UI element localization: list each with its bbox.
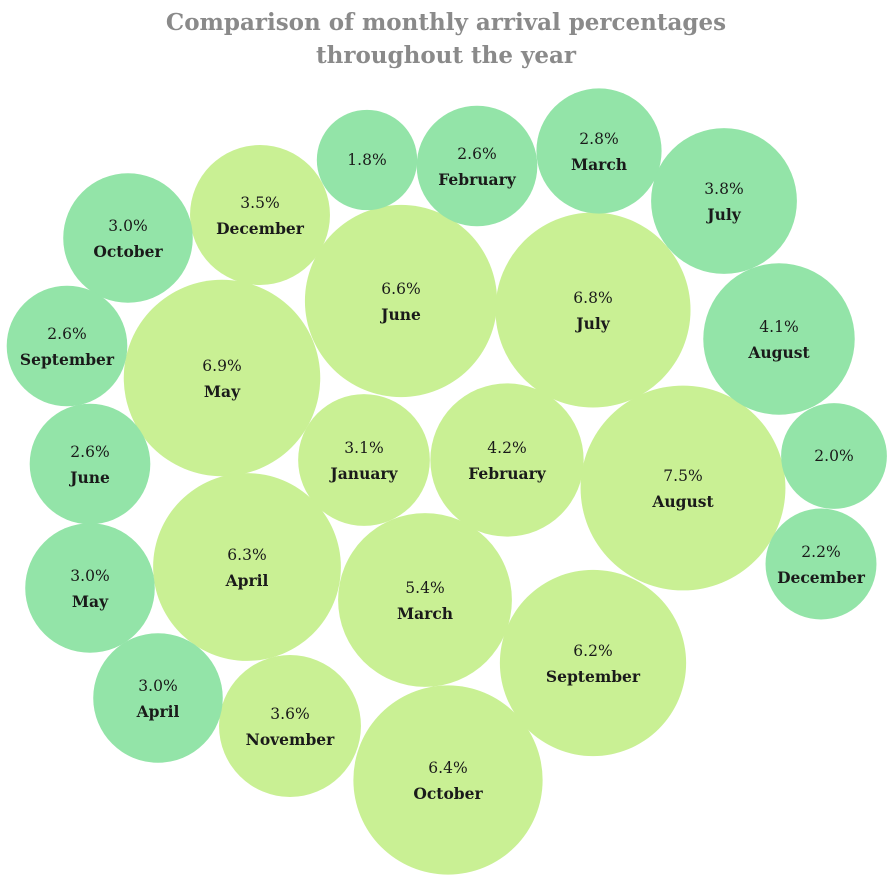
bubble-large-7-circle [153, 473, 341, 661]
bubble-large-1-value: 6.6% [381, 280, 420, 298]
bubble-small-8-value: 2.0% [814, 447, 853, 465]
bubble-small-0-value: 1.8% [347, 151, 386, 169]
bubble-small-3-value: 3.8% [704, 180, 743, 198]
bubble-small-11-label: April [136, 702, 180, 721]
bubble-small-10: 2.2% December [765, 508, 877, 620]
bubble-small-7-value: 2.6% [70, 443, 109, 461]
bubble-large-2: 6.8% July [495, 212, 691, 408]
bubble-large-3-label: December [216, 219, 305, 238]
bubble-large-9: 6.2% September [499, 569, 687, 757]
bubble-large-11: 6.4% October [353, 685, 543, 875]
bubble-large-7: 6.3% April [153, 473, 341, 661]
chart-title-line-2: throughout the year [315, 42, 577, 69]
bubble-large-11-value: 6.4% [428, 759, 467, 777]
bubble-large-9-circle [499, 569, 687, 757]
bubble-small-7-label: June [68, 468, 110, 487]
bubble-small-5-label: September [20, 350, 115, 369]
bubble-small-1-label: February [438, 170, 517, 189]
bubble-large-10-circle [219, 655, 361, 797]
bubble-small-6-label: August [747, 343, 810, 362]
chart-title-line-1: Comparison of monthly arrival percentage… [165, 9, 727, 36]
bubble-small-5-value: 2.6% [47, 325, 86, 343]
bubble-large-11-circle [353, 685, 543, 875]
bubble-small-6: 4.1% August [703, 263, 855, 415]
bubble-large-8: 5.4% March [338, 513, 512, 687]
bubble-small-9-label: May [72, 592, 109, 611]
bubble-large-2-label: July [574, 314, 610, 333]
bubble-small-2-value: 2.8% [579, 130, 618, 148]
bubble-small-9-circle [25, 523, 155, 653]
bubble-small-4-label: October [93, 242, 163, 261]
bubble-large-4-value: 3.1% [344, 439, 383, 457]
bubble-small-1-value: 2.6% [457, 145, 496, 163]
bubble-small-2: 2.8% March [536, 88, 662, 214]
bubble-small-7: 2.6% June [29, 403, 151, 525]
bubble-large-2-value: 6.8% [573, 289, 612, 307]
bubble-large-8-label: March [397, 604, 453, 623]
bubble-large-3-circle [190, 145, 330, 285]
bubble-small-8-circle [781, 403, 887, 509]
bubble-small-3-circle [651, 128, 797, 274]
bubble-small-3: 3.8% July [651, 128, 797, 274]
bubble-large-2-circle [495, 212, 691, 408]
bubble-large-10-label: November [246, 730, 335, 749]
bubble-small-9-value: 3.0% [70, 567, 109, 585]
bubble-small-6-circle [703, 263, 855, 415]
bubble-small-4: 3.0% October [63, 173, 193, 303]
bubble-large-4-circle [298, 394, 430, 526]
bubble-small-0-circle [316, 109, 418, 211]
bubble-large-9-label: September [546, 667, 641, 686]
bubble-small-2-circle [536, 88, 662, 214]
bubble-large-9-value: 6.2% [573, 642, 612, 660]
bubble-large-8-circle [338, 513, 512, 687]
bubble-large-3-value: 3.5% [240, 194, 279, 212]
bubble-small-5: 2.6% September [6, 285, 128, 407]
bubble-large-1-label: June [379, 305, 421, 324]
bubble-small-10-value: 2.2% [801, 543, 840, 561]
bubble-large-6: 7.5% August [580, 385, 786, 591]
bubble-large-6-value: 7.5% [663, 467, 702, 485]
bubble-large-7-label: April [225, 571, 269, 590]
bubble-small-10-label: December [777, 568, 866, 587]
bubble-large-10-value: 3.6% [270, 705, 309, 723]
bubble-large-6-circle [580, 385, 786, 591]
bubble-large-10: 3.6% November [219, 655, 361, 797]
bubble-large-0: 6.9% May [123, 279, 321, 477]
bubble-small-1-circle [416, 105, 538, 227]
bubble-large-3: 3.5% December [190, 145, 330, 285]
bubble-small-8: 2.0% [781, 403, 887, 509]
bubble-large-1: 6.6% June [304, 204, 498, 398]
bubble-small-11-value: 3.0% [138, 677, 177, 695]
bubble-small-5-circle [6, 285, 128, 407]
chart-title: Comparison of monthly arrival percentage… [0, 6, 892, 72]
bubble-large-8-value: 5.4% [405, 579, 444, 597]
bubble-large-5-label: February [468, 464, 547, 483]
bubble-small-10-circle [765, 508, 877, 620]
bubble-small-0: 1.8% [316, 109, 418, 211]
bubble-large-4-label: January [328, 464, 398, 483]
bubble-large-0-label: May [204, 382, 241, 401]
bubble-large-5-circle [430, 383, 584, 537]
bubble-large-5: 4.2% February [430, 383, 584, 537]
bubble-small-1: 2.6% February [416, 105, 538, 227]
bubble-small-3-label: July [705, 205, 741, 224]
bubble-small-6-value: 4.1% [759, 318, 798, 336]
bubble-large-11-label: October [413, 784, 483, 803]
bubble-small-9: 3.0% May [25, 523, 155, 653]
bubble-large-7-value: 6.3% [227, 546, 266, 564]
bubble-large-0-circle [123, 279, 321, 477]
bubble-small-4-circle [63, 173, 193, 303]
bubble-large-5-value: 4.2% [487, 439, 526, 457]
bubble-large-0-value: 6.9% [202, 357, 241, 375]
bubble-small-11-circle [93, 633, 223, 763]
bubble-large-6-label: August [651, 492, 714, 511]
bubble-small-4-value: 3.0% [108, 217, 147, 235]
bubble-small-7-circle [29, 403, 151, 525]
bubble-large-4: 3.1% January [298, 394, 430, 526]
bubble-small-11: 3.0% April [93, 633, 223, 763]
bubble-large-1-circle [304, 204, 498, 398]
bubble-small-2-label: March [571, 155, 627, 174]
